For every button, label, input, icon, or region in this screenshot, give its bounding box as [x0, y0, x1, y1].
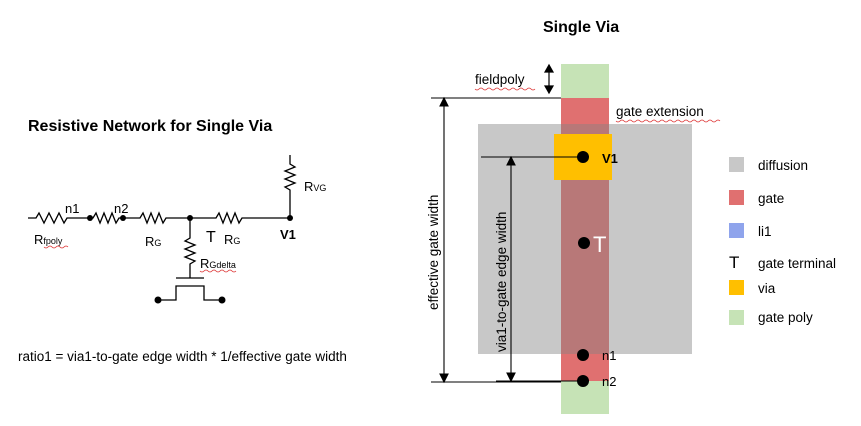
legend-label-via: via [758, 281, 776, 296]
resistive-network [28, 155, 297, 301]
legend-label-gate: gate [758, 191, 784, 206]
legend-swatch-diffusion [729, 157, 744, 172]
legend-swatch-li1 [729, 223, 744, 238]
resistor-rvg [283, 155, 297, 218]
layout-node-t [578, 237, 590, 249]
spellcheck-underline [199, 269, 237, 273]
network-title: Resistive Network for Single Via [28, 118, 272, 135]
label-effective-gate-width: effective gate width [426, 195, 441, 310]
node-source [154, 296, 162, 304]
layout-label-t: T [593, 232, 606, 257]
label-fieldpoly: fieldpoly [475, 72, 525, 87]
label-gate-extension: gate extension [616, 104, 704, 119]
label-n2: n2 [114, 201, 128, 216]
layout-label-v1: V1 [602, 151, 618, 166]
layout-node-n1 [577, 349, 589, 361]
fieldpoly-arrow [543, 63, 555, 95]
label-rvg: RVG [304, 179, 326, 194]
resistor-n1-n2 [90, 211, 123, 225]
legend-label-li1: li1 [758, 224, 772, 239]
node-n2 [120, 215, 126, 221]
spellcheck-underline [615, 119, 721, 123]
legend-label-gate-poly: gate poly [758, 310, 813, 325]
legend-label-diffusion: diffusion [758, 158, 808, 173]
gate-poly-top [561, 64, 609, 98]
spellcheck-underline [43, 245, 69, 249]
label-rg-right: RG [224, 232, 240, 247]
effective-gate-width-dimension [431, 96, 561, 384]
resistor-rg-right [190, 211, 290, 225]
legend-label-gate-terminal: gate terminal [758, 256, 836, 271]
gate-extension-top [561, 98, 609, 124]
layout-title: Single Via [543, 19, 619, 36]
legend-swatch-gate-poly [729, 310, 744, 325]
layout-label-n2: n2 [602, 374, 616, 389]
label-t: T [206, 229, 216, 246]
label-rg-left: RG [145, 234, 161, 249]
label-rfpoly: Rfpoly [34, 232, 63, 247]
ratio-equation: ratio1 = via1-to-gate edge width * 1/eff… [18, 349, 347, 364]
legend-swatch-gate [729, 190, 744, 205]
node-v1 [287, 215, 293, 221]
legend-symbol-gate-terminal: T [729, 253, 739, 272]
layout-node-n2 [577, 375, 589, 387]
node-t [187, 215, 193, 221]
resistor-rgdelta [183, 218, 197, 278]
node-n1 [87, 215, 93, 221]
via1-to-gate-edge-dimension [481, 155, 581, 383]
transistor-channel [160, 285, 220, 301]
legend: diffusion gate li1 T gate terminal via g… [729, 157, 836, 325]
legend-swatch-via [729, 280, 744, 295]
label-rgdelta: RGdelta [200, 256, 236, 271]
resistor-rfpoly [28, 211, 90, 225]
label-via1-to-gate-edge-width: via1-to-gate edge width [494, 212, 509, 352]
label-n1: n1 [65, 201, 79, 216]
layout-label-n1: n1 [602, 348, 616, 363]
label-v1: V1 [280, 227, 296, 242]
spellcheck-underline [474, 87, 536, 91]
node-drain [218, 296, 226, 304]
resistor-rg-left [123, 211, 190, 225]
layout-node-v1 [577, 151, 589, 163]
